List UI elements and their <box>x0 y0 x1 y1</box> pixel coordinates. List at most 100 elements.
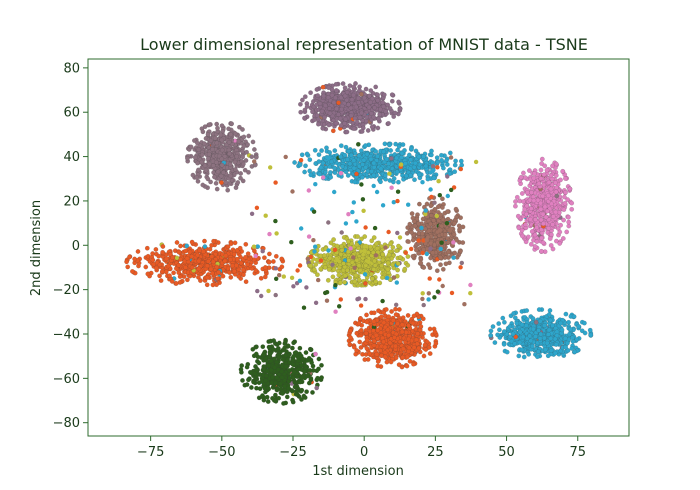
scatter-point <box>393 141 399 147</box>
scatter-point <box>532 171 537 177</box>
scatter-point <box>402 266 408 272</box>
scatter-point <box>571 314 577 319</box>
scatter-point <box>240 272 246 278</box>
scatter-point <box>452 162 458 168</box>
scatter-point <box>389 352 395 358</box>
scatter-point <box>356 153 362 159</box>
scatter-point <box>377 348 383 353</box>
scatter-point <box>438 152 444 158</box>
scatter-point <box>188 144 194 150</box>
scatter-point <box>353 104 359 110</box>
scatter-point <box>380 252 386 257</box>
scatter-point <box>379 263 384 269</box>
scatter-point <box>388 155 394 161</box>
scatter-point <box>554 185 559 191</box>
scatter-point <box>279 264 285 270</box>
scatter-point <box>399 322 405 328</box>
scatter-point <box>307 157 313 163</box>
scatter-point <box>582 320 587 326</box>
scatter-point <box>359 110 364 116</box>
scatter-point <box>413 337 419 343</box>
scatter-point <box>318 165 324 171</box>
scatter-points <box>124 81 594 406</box>
scatter-point <box>329 92 335 98</box>
scatter-point <box>165 263 171 269</box>
scatter-point <box>399 150 405 156</box>
scatter-point <box>546 225 552 231</box>
scatter-point <box>196 266 202 272</box>
scatter-point <box>183 265 188 270</box>
scatter-point <box>526 351 532 357</box>
scatter-point <box>588 332 594 338</box>
scatter-point <box>234 153 240 159</box>
scatter-point <box>320 125 326 131</box>
scatter-point <box>406 323 411 328</box>
scatter-point <box>332 170 338 176</box>
scatter-point <box>528 216 533 222</box>
scatter-point <box>215 125 220 131</box>
scatter-point <box>279 256 285 262</box>
scatter-point <box>515 213 521 219</box>
scatter-point <box>391 335 397 340</box>
scatter-point <box>534 239 540 245</box>
scatter-point <box>359 174 365 180</box>
scatter-point <box>439 205 445 210</box>
scatter-point <box>351 126 357 132</box>
scatter-point <box>270 259 276 264</box>
scatter-point <box>545 193 551 199</box>
scatter-point <box>219 137 225 143</box>
scatter-point <box>427 265 433 271</box>
scatter-point <box>199 159 205 165</box>
scatter-point <box>350 92 356 98</box>
scatter-point <box>150 251 156 257</box>
scatter-point <box>371 267 377 272</box>
scatter-point <box>542 163 548 169</box>
scatter-point <box>364 337 370 343</box>
scatter-point <box>251 147 257 152</box>
scatter-point <box>445 249 451 255</box>
scatter-point <box>204 275 210 280</box>
scatter-point <box>308 172 314 178</box>
scatter-point <box>326 85 332 91</box>
scatter-point <box>330 128 336 134</box>
scatter-point <box>157 262 163 268</box>
scatter-point <box>210 259 216 265</box>
scatter-point <box>569 200 575 206</box>
scatter-point <box>385 266 391 272</box>
scatter-point <box>418 260 424 266</box>
scatter-point <box>304 104 310 109</box>
scatter-point <box>342 279 347 285</box>
scatter-point <box>381 310 387 315</box>
scatter-point <box>336 272 342 278</box>
scatter-point <box>550 323 555 328</box>
scatter-point <box>369 124 375 130</box>
scatter-point <box>530 316 536 321</box>
scatter-point <box>216 269 222 275</box>
scatter-point <box>362 280 368 286</box>
scatter-point <box>411 345 417 350</box>
scatter-point <box>371 235 377 241</box>
scatter-point <box>430 250 436 256</box>
scatter-point <box>184 155 190 161</box>
scatter-point <box>329 87 335 93</box>
scatter-point <box>553 189 559 195</box>
scatter-point <box>374 157 379 163</box>
scatter-point <box>184 255 190 261</box>
scatter-point <box>243 279 249 285</box>
scatter-point <box>530 343 535 349</box>
scatter-point <box>213 159 219 165</box>
scatter-point <box>246 133 252 139</box>
scatter-point <box>460 224 466 230</box>
scatter-point <box>421 265 427 270</box>
scatter-point <box>204 263 210 269</box>
scatter-point <box>389 92 395 98</box>
scatter-point <box>382 173 388 178</box>
scatter-point <box>372 105 377 111</box>
scatter-point <box>387 340 393 346</box>
scatter-point <box>408 157 414 163</box>
scatter-point <box>363 330 369 336</box>
scatter-point <box>211 174 217 180</box>
scatter-point <box>496 321 502 326</box>
scatter-point <box>219 180 224 186</box>
scatter-point <box>348 113 354 119</box>
